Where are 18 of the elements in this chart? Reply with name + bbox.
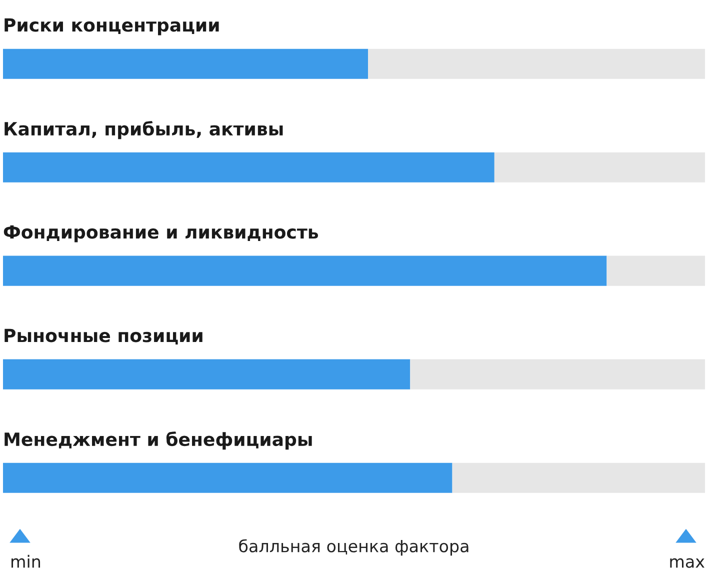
text: max xyxy=(670,558,704,568)
bar xyxy=(452,462,705,493)
bar xyxy=(3,359,410,390)
y-tick-label: Риски концентрации xyxy=(4,18,219,36)
y-tick-label: Фондирование и ликвидность xyxy=(4,225,318,242)
bar xyxy=(3,48,368,79)
text: min xyxy=(12,554,40,568)
y-tick-label: Капитал, прибыль, активы xyxy=(4,121,283,140)
bar xyxy=(3,462,452,493)
bar xyxy=(494,152,705,182)
bar xyxy=(606,256,705,286)
x-axis-title: балльная оценка фактора xyxy=(239,539,468,556)
bar xyxy=(368,48,705,79)
bar xyxy=(410,359,705,390)
bar xyxy=(3,256,607,286)
bar xyxy=(3,152,494,182)
y-tick-label: Рыночные позиции xyxy=(4,328,202,345)
y-tick-label: Менеджмент и бенефициары xyxy=(4,432,312,450)
